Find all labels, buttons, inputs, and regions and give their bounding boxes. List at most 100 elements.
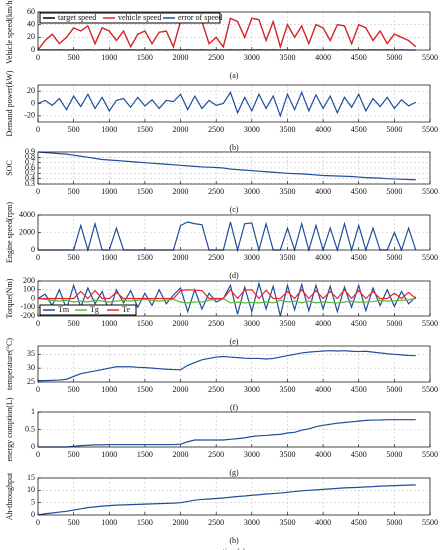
x-tick-label: 5500 <box>422 319 438 328</box>
legend-label: target speed <box>58 13 96 22</box>
y-tick-label: 0 <box>31 98 35 107</box>
x-tick-label: 5000 <box>386 253 402 262</box>
data-line <box>38 288 417 300</box>
x-tick-label: 4500 <box>351 319 367 328</box>
x-tick-label: 3000 <box>244 450 260 459</box>
y-axis-label: Torque(Nm) <box>5 278 14 318</box>
panel-caption: (h) <box>229 536 239 545</box>
x-tick-label: 500 <box>68 125 80 134</box>
y-tick-label: 0.5 <box>25 424 35 433</box>
y-tick-label: 4000 <box>19 210 35 219</box>
x-tick-label: 1500 <box>137 53 153 62</box>
plot-frame <box>37 477 431 516</box>
legend-label: Te <box>122 305 130 314</box>
y-tick-label: 10 <box>27 485 35 494</box>
y-tick-label: 200 <box>23 276 35 285</box>
x-tick-label: 1500 <box>137 319 153 328</box>
plot-frame <box>37 84 431 123</box>
x-tick-label: 5000 <box>386 385 402 394</box>
x-tick-label: 4500 <box>351 385 367 394</box>
y-tick-label: -100 <box>20 302 35 311</box>
data-line <box>37 484 416 516</box>
x-tick-label: 3000 <box>244 53 260 62</box>
x-tick-label: 5000 <box>386 319 402 328</box>
x-tick-label: 5500 <box>422 253 438 262</box>
x-tick-label: 1500 <box>137 450 153 459</box>
x-tick-label: 5500 <box>422 187 438 196</box>
data-line <box>38 419 416 448</box>
legend-label: vehicle speed <box>118 13 161 22</box>
y-tick-label: -20 <box>24 111 35 120</box>
y-tick-label: 0.3 <box>25 179 35 188</box>
panel-caption: (b) <box>229 143 239 152</box>
x-tick-label: 5500 <box>422 53 438 62</box>
legend-label: Tg <box>90 305 99 314</box>
x-tick-label: 2500 <box>208 187 224 196</box>
x-tick-label: 4000 <box>315 125 331 134</box>
y-axis-label: Demand power(kW) <box>5 70 14 136</box>
x-tick-label: 2000 <box>173 253 189 262</box>
x-tick-label: 1000 <box>101 125 117 134</box>
y-axis-label: temperature(°C) <box>5 338 14 390</box>
x-tick-label: 4000 <box>315 319 331 328</box>
x-tick-label: 5000 <box>386 187 402 196</box>
legend-box <box>39 12 221 24</box>
x-tick-label: 2500 <box>208 253 224 262</box>
panel-caption: (e) <box>230 337 239 346</box>
x-tick-label: 4500 <box>351 253 367 262</box>
x-tick-label: 500 <box>68 385 80 394</box>
y-axis-label: Engine speed(rpm) <box>5 202 14 263</box>
y-tick-label: 0.9 <box>25 147 35 156</box>
plot-frame <box>37 411 431 448</box>
y-axis-label: SOC <box>5 160 14 176</box>
x-tick-label: 1500 <box>137 187 153 196</box>
x-tick-label: 0 <box>36 125 40 134</box>
x-tick-label: 0 <box>36 385 40 394</box>
x-tick-label: 4500 <box>351 187 367 196</box>
x-tick-label: 5000 <box>386 450 402 459</box>
x-tick-label: 5000 <box>386 53 402 62</box>
x-tick-label: 0 <box>36 253 40 262</box>
x-tick-label: 1000 <box>101 319 117 328</box>
x-tick-label: 4000 <box>315 518 331 527</box>
plot-frame <box>37 214 431 251</box>
x-tick-label: 1500 <box>137 125 153 134</box>
x-tick-label: 0 <box>36 518 40 527</box>
y-tick-label: 0 <box>31 510 35 519</box>
panel-caption: (c) <box>230 205 239 214</box>
data-line <box>37 297 416 304</box>
x-tick-label: 2500 <box>208 53 224 62</box>
y-tick-label: 2000 <box>19 227 35 236</box>
x-tick-label: 500 <box>68 319 80 328</box>
y-tick-label: 0 <box>31 245 35 254</box>
data-line <box>37 151 416 181</box>
x-tick-label: 0 <box>36 53 40 62</box>
y-axis-label: Vehicle speed(km/h) <box>5 0 14 64</box>
x-tick-label: 2000 <box>173 53 189 62</box>
x-tick-label: 1000 <box>101 385 117 394</box>
data-line <box>37 17 417 51</box>
plot-frame <box>37 280 431 317</box>
x-tick-label: 1000 <box>101 518 117 527</box>
y-tick-label: 100 <box>23 285 35 294</box>
x-tick-label: 500 <box>68 450 80 459</box>
x-tick-label: 3500 <box>279 385 295 394</box>
x-tick-label: 2500 <box>208 518 224 527</box>
y-tick-label: 20 <box>27 86 35 95</box>
y-tick-label: 30 <box>27 363 35 372</box>
x-tick-label: 2500 <box>208 385 224 394</box>
x-tick-label: 3500 <box>279 125 295 134</box>
x-tick-label: 4000 <box>315 385 331 394</box>
data-line <box>38 221 417 253</box>
y-tick-label: 0.7 <box>25 157 35 166</box>
x-tick-label: 500 <box>68 518 80 527</box>
data-line <box>37 90 417 118</box>
y-tick-label: 0.6 <box>25 163 35 172</box>
x-tick-label: 500 <box>68 253 80 262</box>
x-tick-label: 4000 <box>315 253 331 262</box>
x-tick-label: 2000 <box>173 319 189 328</box>
x-tick-label: 3500 <box>279 187 295 196</box>
y-tick-label: 0.4 <box>25 173 35 182</box>
panel-caption: (g) <box>229 468 239 477</box>
